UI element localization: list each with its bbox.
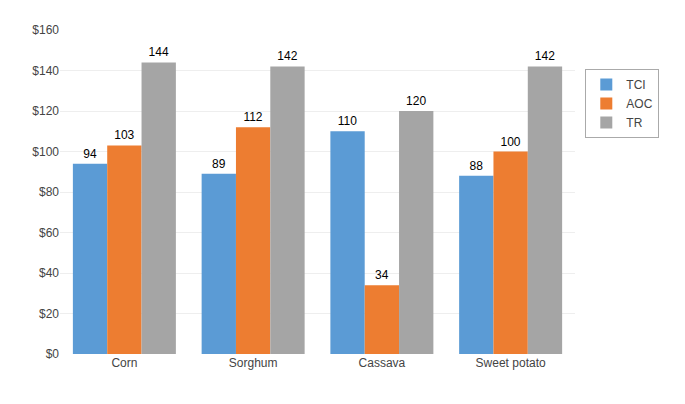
svg-text:Sorghum: Sorghum (229, 356, 278, 370)
svg-text:$20: $20 (39, 307, 59, 321)
svg-text:$140: $140 (32, 64, 59, 78)
svg-text:Cassava: Cassava (359, 356, 406, 370)
svg-text:TCI: TCI (626, 78, 645, 92)
svg-text:103: 103 (114, 128, 134, 142)
svg-text:Corn: Corn (111, 356, 137, 370)
svg-text:89: 89 (212, 157, 226, 171)
svg-text:Sweet potato: Sweet potato (476, 356, 546, 370)
svg-text:120: 120 (406, 94, 426, 108)
svg-text:142: 142 (277, 49, 297, 63)
svg-text:$100: $100 (32, 145, 59, 159)
svg-text:$0: $0 (46, 347, 60, 361)
svg-text:110: 110 (338, 114, 357, 128)
svg-text:144: 144 (149, 45, 169, 59)
svg-text:34: 34 (375, 268, 389, 282)
svg-text:$120: $120 (32, 104, 59, 118)
svg-text:$40: $40 (39, 266, 59, 280)
svg-text:$60: $60 (39, 226, 59, 240)
svg-text:AOC: AOC (626, 97, 652, 111)
svg-text:100: 100 (500, 135, 520, 149)
svg-text:$80: $80 (39, 185, 59, 199)
svg-text:112: 112 (243, 110, 262, 124)
svg-text:88: 88 (469, 159, 483, 173)
svg-text:142: 142 (535, 49, 555, 63)
svg-text:TR: TR (626, 116, 642, 130)
svg-text:94: 94 (83, 147, 97, 161)
svg-text:$160: $160 (32, 23, 59, 37)
